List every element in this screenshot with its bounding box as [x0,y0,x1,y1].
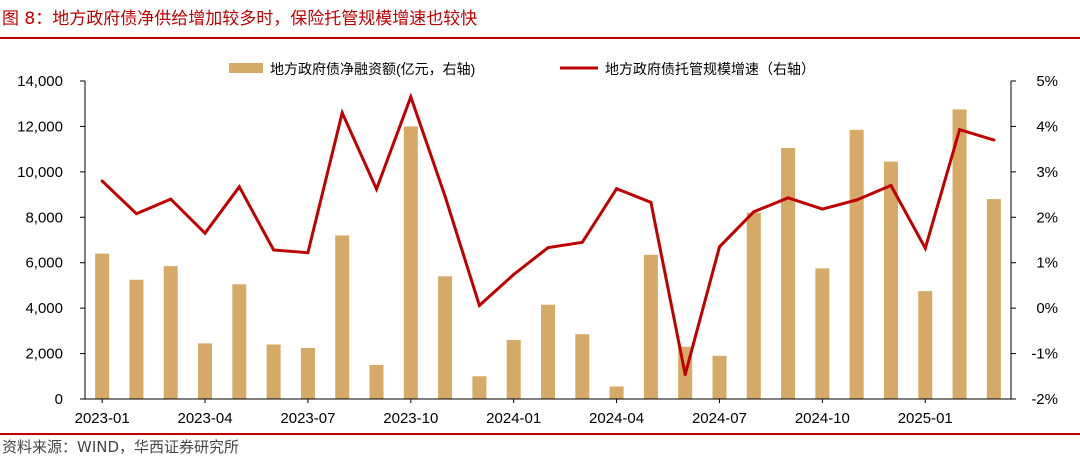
line-point-2023-06 [272,248,276,252]
bar-2023-07 [300,347,315,399]
x-tick-label: 2023-07 [280,410,335,427]
bar-2025-03 [986,199,1001,399]
bar-2023-09 [369,364,384,399]
bar-2024-08 [746,212,761,399]
y-left-tick-label: 0 [55,391,63,408]
bar-2024-07 [712,355,727,399]
bar-series [95,109,1001,400]
y-left-tick-label: 4,000 [25,300,63,317]
bar-2023-05 [232,284,247,399]
chart-title: 图 8：地方政府债净供给增加较多时，保险托管规模增速也较快 [2,9,478,29]
y-right-tick-label: 4% [1036,118,1058,135]
bar-2025-02 [952,109,967,400]
line-point-2025-02 [958,128,962,132]
line-point-2024-03 [580,240,584,244]
legend-bar-swatch [229,63,263,73]
x-tick-label: 2023-01 [75,410,130,427]
line-point-2024-02 [546,246,550,250]
line-point-2024-05 [649,200,653,204]
bar-2024-11 [849,129,864,400]
legend-line-label: 地方政府债托管规模增速（右轴） [605,61,815,77]
bar-2023-12 [472,376,487,399]
bar-2023-04 [198,343,213,399]
line-point-2023-12 [477,303,481,307]
line-point-2025-01 [923,246,927,250]
axes [84,81,1012,400]
y-right-tick-label: -1% [1031,346,1058,363]
y-left-tick-label: 12,000 [17,118,63,135]
y-left-tick-label: 2,000 [25,346,63,363]
bar-2023-06 [266,344,281,399]
x-tick-label: 2024-07 [692,410,747,427]
bar-2024-12 [883,161,898,399]
bar-2025-01 [918,291,933,399]
legend-bar-label: 地方政府债净融资额(亿元，右轴) [270,61,475,77]
bar-2024-09 [781,148,796,399]
bar-2023-11 [438,276,453,399]
x-tick-label: 2024-01 [486,410,541,427]
line-point-2023-03 [169,197,173,201]
bar-2024-01 [506,339,521,399]
y-left-tick-label: 8,000 [25,209,63,226]
bar-2023-08 [335,235,350,399]
line-point-2023-01 [100,179,104,183]
legend: 地方政府债净融资额(亿元，右轴) 地方政府债托管规模增速（右轴） [229,61,815,77]
bar-2023-02 [129,279,144,399]
x-axis-ticks: 2023-01 2023-04 2023-07 2023-10 2024-01 2024-… [75,399,953,427]
x-tick-label: 2023-04 [178,410,233,427]
line-point-2024-07 [717,245,721,249]
line-point-2024-09 [786,196,790,200]
line-point-2023-07 [306,251,310,255]
line-point-2023-11 [443,194,447,198]
y-right-tick-label: 5% [1036,73,1058,90]
line-point-2024-08 [752,210,756,214]
line-series [100,92,996,376]
x-tick-label: 2024-04 [589,410,644,427]
y-left-tick-label: 10,000 [17,164,63,181]
line-point-2025-03 [992,138,996,142]
line-point-2023-04 [203,231,207,235]
bar-2024-02 [541,304,555,399]
bar-2023-03 [163,266,178,399]
left-axis-ticks: 0 2,000 4,000 6,000 8,000 10,000 12,000 14,000 [17,73,85,408]
x-tick-label: 2025-01 [898,410,953,427]
line-point-2024-06 [683,372,687,376]
bar-2023-01 [95,253,110,399]
bar-2024-03 [575,334,590,399]
line-point-2023-02 [134,212,138,216]
y-left-tick-label: 6,000 [25,255,63,272]
x-tick-label: 2024-10 [795,410,850,427]
y-right-tick-label: 3% [1036,164,1058,181]
line-point-2023-08 [340,111,344,115]
right-axis-ticks: -2% -1% 0% 1% 2% 3% 4% 5% [1011,73,1058,408]
x-tick-label: 2023-10 [383,410,438,427]
y-right-tick-label: -2% [1031,391,1058,408]
y-left-tick-label: 14,000 [17,73,63,90]
line-point-2023-10 [409,95,413,99]
y-right-tick-label: 1% [1036,255,1058,272]
line-point-2024-11 [855,198,859,202]
y-right-tick-label: 0% [1036,300,1058,317]
y-right-tick-label: 2% [1036,209,1058,226]
source-note: 资料来源：WIND，华西证券研究所 [2,438,240,456]
line-point-2024-04 [615,187,619,191]
bar-2024-05 [643,254,658,399]
line-point-2024-01 [512,273,516,277]
line-point-2023-09 [375,187,379,191]
bar-2024-10 [815,268,830,399]
bottom-rule [0,433,1080,435]
bar-2023-10 [403,126,418,399]
bar-2024-04 [609,386,624,399]
line-point-2024-10 [820,207,824,211]
line-point-2023-05 [237,185,241,189]
line-point-2024-12 [889,183,893,187]
top-rule [0,37,1080,39]
